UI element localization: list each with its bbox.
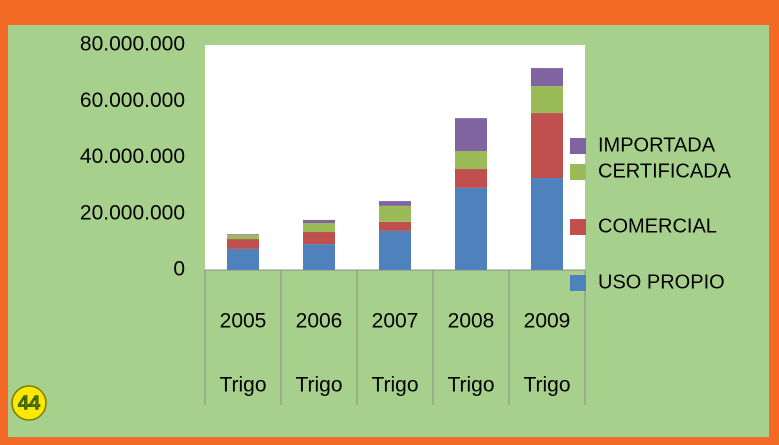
y-tick-label: 40.000.000 (80, 145, 185, 168)
bar-segment (227, 248, 259, 270)
y-tick-label: 80.000.000 (80, 33, 185, 56)
bar-segment (455, 118, 487, 152)
page-badge (11, 385, 47, 421)
bar-segment (455, 187, 487, 270)
y-tick-label: 0 (173, 258, 185, 281)
x-group-label: Trigo (219, 374, 266, 397)
bar-segment (379, 230, 411, 270)
bar-segment (531, 113, 563, 179)
bar-segment (455, 169, 487, 188)
bar-segment (455, 151, 487, 170)
page-number: 44 (18, 392, 41, 414)
legend-swatch (570, 275, 586, 291)
bar-segment (227, 235, 259, 240)
x-group-label: Trigo (371, 374, 418, 397)
bar-segment (379, 201, 411, 206)
legend-swatch (570, 138, 586, 154)
legend-label: COMERCIAL (598, 215, 717, 237)
x-tick-label: 2008 (448, 310, 495, 333)
x-group-label: Trigo (447, 374, 494, 397)
bar-segment (303, 223, 335, 233)
x-group-label: Trigo (295, 374, 342, 397)
bar-segment (227, 239, 259, 249)
legend-label: USO PROPIO (598, 271, 725, 293)
legend-label: IMPORTADA (598, 134, 716, 156)
legend-swatch (570, 219, 586, 235)
x-group-label: Trigo (523, 374, 570, 397)
bar-segment (379, 221, 411, 231)
x-tick-label: 2007 (372, 310, 419, 333)
legend-swatch (570, 164, 586, 180)
bar-segment (303, 219, 335, 224)
bar-segment (531, 68, 563, 87)
y-tick-label: 60.000.000 (80, 89, 185, 112)
bar-segment (531, 178, 563, 270)
x-tick-label: 2009 (524, 310, 571, 333)
y-tick-label: 20.000.000 (80, 201, 185, 224)
x-tick-label: 2005 (220, 310, 267, 333)
bar-segment (531, 86, 563, 114)
legend-label: CERTIFICADA (598, 160, 732, 182)
x-tick-label: 2006 (296, 310, 343, 333)
bar-segment (303, 244, 335, 270)
bar-segment (303, 232, 335, 245)
bar-segment (227, 234, 259, 236)
bar-segment (379, 205, 411, 222)
